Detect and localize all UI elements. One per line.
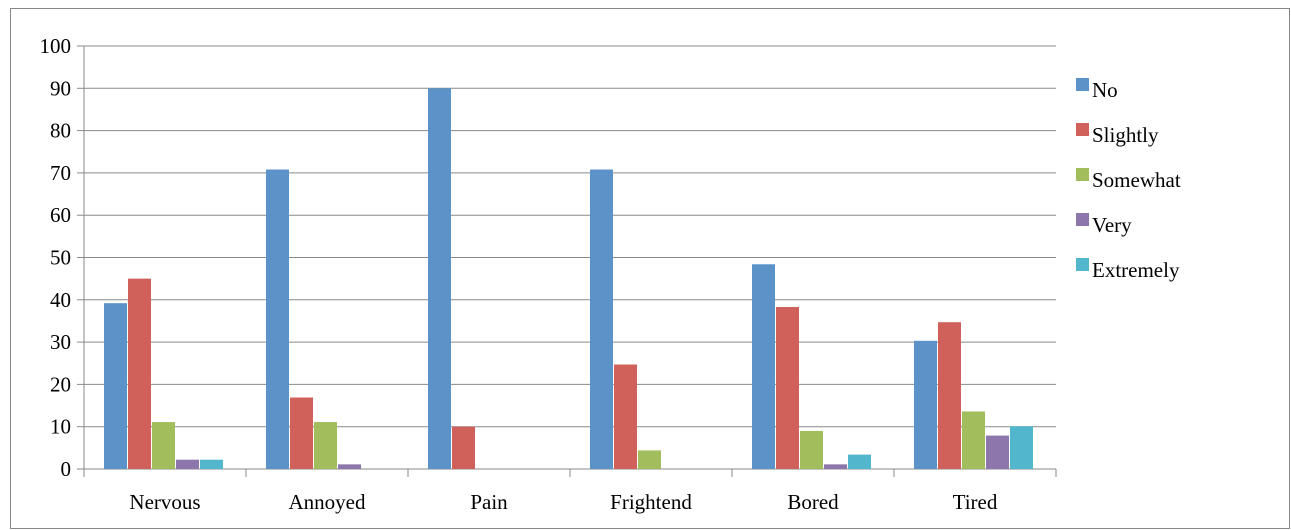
x-category-label: Annoyed [289, 490, 366, 514]
y-tick-label: 90 [50, 76, 71, 100]
bar-bored-extremely [848, 454, 871, 469]
y-tick-label: 30 [50, 330, 71, 354]
y-tick-label: 0 [61, 457, 72, 481]
y-tick-label: 80 [50, 119, 71, 143]
bar-tired-extremely [1010, 426, 1033, 469]
bar-nervous-extremely [200, 459, 223, 469]
bar-chart: 0 10 20 30 40 50 60 70 80 90 100 Nervous Annoyed Pain… [40, 34, 1181, 514]
legend-swatch-extremely [1076, 258, 1089, 271]
bar-tired-very [986, 435, 1009, 469]
bar-tired-somewhat [962, 411, 985, 469]
bar-annoyed-somewhat [314, 422, 337, 469]
bar-nervous-slightly [128, 278, 151, 469]
bar-bored-somewhat [800, 430, 823, 469]
legend-label-somewhat: Somewhat [1092, 168, 1181, 192]
bar-pain-slightly [452, 426, 475, 469]
bar-tired-no [914, 340, 937, 469]
bar-nervous-somewhat [152, 422, 175, 469]
y-tick-label: 10 [50, 415, 71, 439]
bar-annoyed-very [338, 464, 361, 469]
bar-frightend-somewhat [638, 450, 661, 469]
bar-bored-slightly [776, 306, 799, 469]
y-tick-label: 40 [50, 288, 71, 312]
legend-label-no: No [1092, 78, 1118, 102]
x-category-label: Pain [470, 490, 508, 514]
chart-frame: 0 10 20 30 40 50 60 70 80 90 100 Nervous Annoyed Pain… [10, 8, 1290, 529]
bar-bored-very [824, 464, 847, 469]
y-tick-label: 20 [50, 372, 71, 396]
bar-tired-slightly [938, 322, 961, 469]
legend-swatch-no [1076, 78, 1089, 91]
bar-nervous-very [176, 459, 199, 469]
y-tick-label: 70 [50, 161, 71, 185]
bar-nervous-no [104, 303, 127, 469]
bar-bored-no [752, 264, 775, 469]
x-category-label: Nervous [129, 490, 200, 514]
bar-pain-no [428, 88, 451, 470]
y-tick-label: 50 [50, 246, 71, 270]
legend-swatch-slightly [1076, 123, 1089, 136]
y-tick-label: 60 [50, 203, 71, 227]
x-category-label: Tired [953, 490, 998, 514]
x-category-label: Frightend [610, 490, 692, 514]
legend-label-slightly: Slightly [1092, 123, 1159, 147]
legend-swatch-somewhat [1076, 168, 1089, 181]
bar-frightend-slightly [614, 364, 637, 469]
y-tick-label: 100 [40, 34, 72, 58]
legend-swatch-very [1076, 213, 1089, 226]
legend-label-extremely: Extremely [1092, 258, 1180, 282]
bar-annoyed-slightly [290, 397, 313, 469]
bar-annoyed-no [266, 169, 289, 470]
x-category-label: Bored [787, 490, 839, 514]
bar-frightend-no [590, 169, 613, 470]
legend-label-very: Very [1092, 213, 1132, 237]
